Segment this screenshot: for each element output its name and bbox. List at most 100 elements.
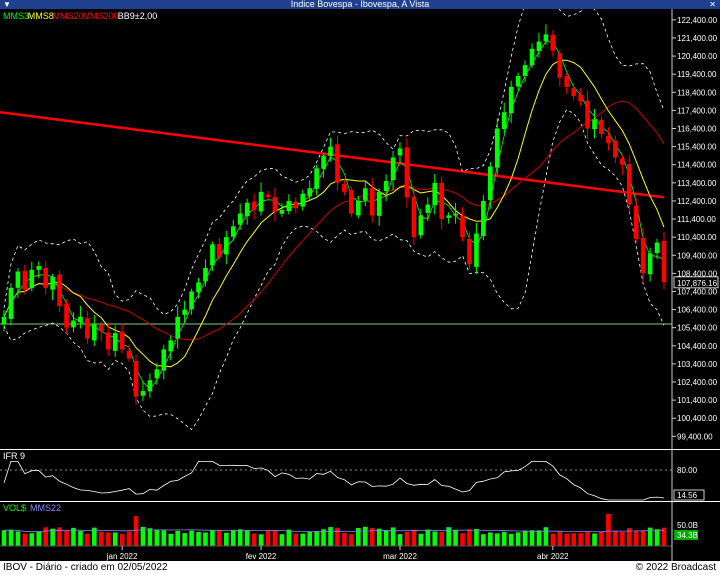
candle: [494, 118, 500, 176]
volume-bar: [161, 530, 167, 546]
candle: [620, 154, 625, 175]
volume-bar: [230, 529, 236, 546]
volume-bar: [418, 533, 424, 546]
candle: [508, 80, 514, 124]
volume-bar: [376, 528, 382, 546]
candle: [369, 177, 375, 223]
volume-bar: [244, 530, 250, 546]
candle: [244, 198, 250, 225]
price-tick-label: 113,400.00: [677, 179, 717, 188]
window-title: Índice Bovespa - Ibovespa, A Vista: [290, 0, 430, 9]
footer-info: IBOV - Diário - criado em 02/05/2022: [3, 562, 168, 573]
candle: [50, 273, 55, 300]
candle: [196, 277, 201, 299]
volume-bar: [494, 533, 500, 546]
volume-bar: [293, 533, 299, 546]
candle: [349, 186, 354, 217]
candle: [626, 154, 632, 214]
candle: [85, 311, 90, 344]
candle: [98, 321, 104, 342]
candle: [335, 135, 340, 191]
legend-item: MMS200: [83, 11, 119, 21]
close-icon[interactable]: ✕: [709, 0, 716, 9]
candle: [237, 203, 243, 230]
volume-bar: [536, 530, 542, 546]
volume-bar: [626, 528, 632, 546]
candle: [550, 30, 556, 57]
candle: [515, 72, 521, 91]
candle: [397, 142, 403, 163]
moving-averages: [3, 41, 665, 390]
volume-bar: [585, 531, 590, 546]
candle: [376, 188, 382, 226]
volume-bar: [543, 527, 549, 546]
candle: [175, 306, 180, 349]
volume-bar: [50, 528, 55, 546]
volume-bar: [474, 528, 479, 546]
candle: [307, 180, 312, 200]
candle: [342, 178, 347, 196]
bollinger-upper: [3, 0, 665, 315]
volume-bar: [272, 530, 278, 546]
candle: [425, 197, 431, 221]
candle: [161, 344, 167, 380]
window-menu-icon[interactable]: ▼: [3, 0, 11, 9]
candle: [258, 182, 264, 216]
volume-last-label: 34.3B: [677, 531, 698, 540]
volume-bar: [439, 532, 444, 546]
ifr-last-label: 14.56: [677, 491, 698, 500]
volume-bar: [98, 531, 104, 546]
volume-bar: [467, 529, 472, 546]
candle: [439, 176, 444, 229]
volume-bar: [481, 534, 486, 546]
candle: [154, 362, 160, 385]
volume-bar: [390, 527, 396, 546]
volume-bar: [640, 530, 646, 546]
candle: [529, 43, 535, 69]
volume-bar: [224, 532, 229, 546]
candle: [571, 82, 576, 101]
volume-bar: [599, 531, 604, 546]
candle: [557, 49, 563, 87]
candle: [293, 197, 299, 214]
price-tick-label: 108,400.00: [677, 269, 718, 278]
volume-bar: [92, 527, 97, 546]
date-label: jan 2022: [106, 552, 138, 561]
price-tick-label: 100,400.00: [677, 414, 718, 423]
volume-bar: [529, 530, 535, 546]
volume-bar: [307, 531, 312, 546]
volume-bar: [112, 532, 118, 546]
mms8-line: [3, 59, 665, 368]
volume-bar: [460, 533, 465, 546]
price-tick-label: 116,400.00: [677, 125, 717, 134]
price-tick-label: 111,400.00: [677, 215, 716, 224]
price-tick-label: 121,400.00: [677, 34, 718, 43]
price-tick-label: 112,400.00: [677, 197, 717, 206]
ifr-last-box: [673, 489, 705, 501]
price-tick-label: 117,400.00: [677, 106, 717, 115]
volume-bar: [147, 528, 153, 546]
volume-bar: [578, 533, 583, 546]
candle: [133, 354, 139, 405]
candle: [112, 325, 118, 357]
candle: [453, 202, 458, 224]
volume-bar: [446, 527, 451, 546]
candle: [272, 187, 278, 222]
ifr-panel: IFR 9 80.00 14.56: [0, 450, 720, 501]
volume-bar: [557, 531, 563, 546]
candle: [501, 102, 507, 134]
candle: [92, 315, 97, 347]
volume-bar: [488, 532, 493, 546]
price-tick-label: 106,400.00: [677, 306, 718, 315]
candle: [467, 231, 472, 270]
candle: [432, 173, 438, 215]
candle: [543, 24, 549, 45]
legend-item: MMS8: [28, 11, 54, 21]
price-tick-label: 109,400.00: [677, 251, 718, 260]
candle: [71, 312, 76, 333]
mms3-line: [3, 41, 665, 390]
footer-copyright: © 2022 Broadcast: [635, 562, 716, 573]
volume-bar: [71, 527, 76, 546]
candle: [328, 137, 333, 162]
volume-bar: [404, 531, 410, 546]
